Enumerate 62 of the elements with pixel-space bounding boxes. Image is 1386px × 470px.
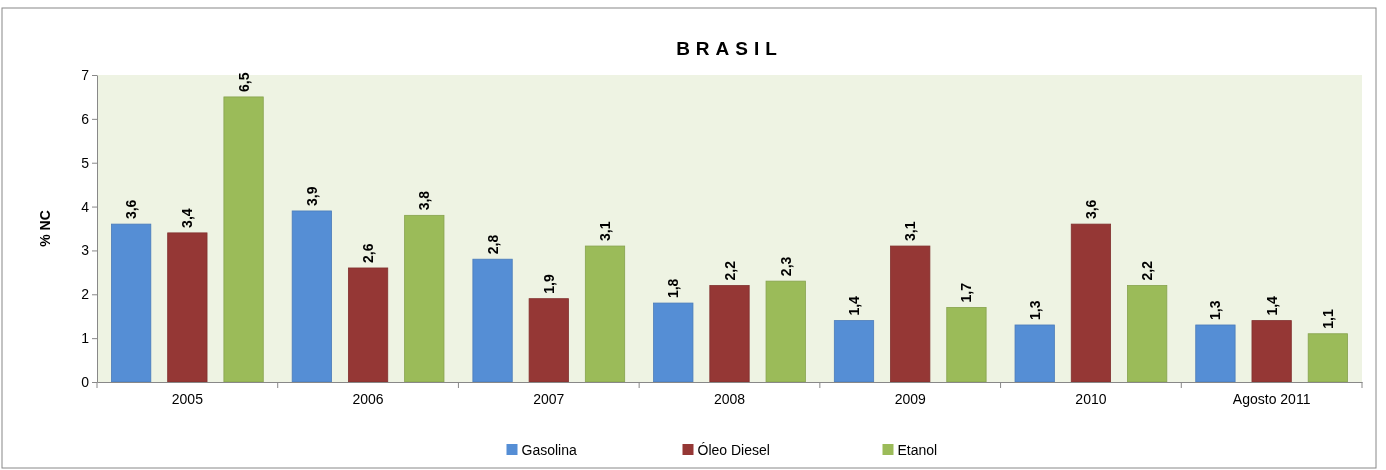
y-tick-label: 7 (81, 66, 90, 83)
data-label: 3,6 (1082, 199, 1099, 220)
bar (653, 302, 694, 383)
data-label: 1,4 (845, 295, 862, 316)
x-tick-label: 2008 (713, 390, 746, 407)
x-tick-label: Agosto 2011 (1232, 390, 1311, 407)
data-label: 1,7 (958, 282, 975, 303)
y-tick-label: 1 (81, 330, 90, 347)
bar (1127, 285, 1168, 383)
x-tick-label: 2007 (533, 390, 565, 407)
y-tick-label: 5 (81, 154, 90, 171)
data-label: 3,6 (123, 199, 140, 220)
y-tick-label: 6 (81, 110, 90, 127)
data-label: 2,2 (1139, 260, 1156, 281)
bar (1070, 223, 1112, 383)
legend-label: Óleo Diesel (697, 442, 770, 458)
bar (833, 320, 875, 383)
data-label: 2,3 (777, 256, 794, 277)
y-tick-label: 4 (81, 198, 90, 215)
x-tick-label: 2006 (352, 390, 384, 407)
bar (890, 245, 931, 383)
data-label: 2,2 (721, 260, 738, 281)
data-label: 2,8 (484, 234, 501, 255)
data-label: 3,9 (303, 186, 320, 206)
chart-title: BRASIL (676, 38, 783, 59)
data-label: 1,1 (1319, 309, 1336, 329)
y-tick-label: 2 (81, 286, 90, 303)
data-label: 3,4 (179, 208, 196, 228)
x-tick-label: 2009 (894, 390, 926, 407)
bar (347, 267, 389, 383)
bar (167, 232, 208, 383)
bar (404, 214, 445, 383)
legend-label: Gasolina (521, 442, 577, 458)
data-label: 1,3 (1026, 300, 1043, 320)
bar (1195, 324, 1236, 383)
data-label: 1,3 (1207, 300, 1224, 320)
bar (528, 298, 569, 383)
data-label: 3,1 (902, 221, 919, 242)
bar (1307, 333, 1348, 383)
bar (111, 223, 152, 383)
data-label: 3,1 (597, 221, 614, 242)
data-label: 1,4 (1263, 295, 1280, 316)
data-label: 2,6 (360, 243, 377, 263)
x-tick-label: 2010 (1075, 390, 1107, 407)
y-axis-title: % NC (37, 210, 53, 247)
data-label: 1,9 (540, 274, 557, 294)
bar (946, 307, 987, 383)
data-label: 3,8 (416, 190, 433, 211)
bar (472, 258, 513, 383)
x-tick-label: 2005 (171, 390, 204, 407)
bar (223, 96, 264, 383)
bar (709, 285, 750, 383)
bar (584, 245, 626, 383)
bar (1251, 320, 1292, 383)
bar (765, 280, 806, 383)
y-tick-label: 0 (81, 373, 90, 390)
bar (1014, 324, 1055, 383)
y-tick-label: 3 (81, 242, 90, 259)
data-label: 6,5 (235, 72, 252, 92)
legend-label: Etanol (897, 442, 938, 458)
data-label: 1,8 (665, 278, 682, 299)
bar (291, 210, 332, 383)
